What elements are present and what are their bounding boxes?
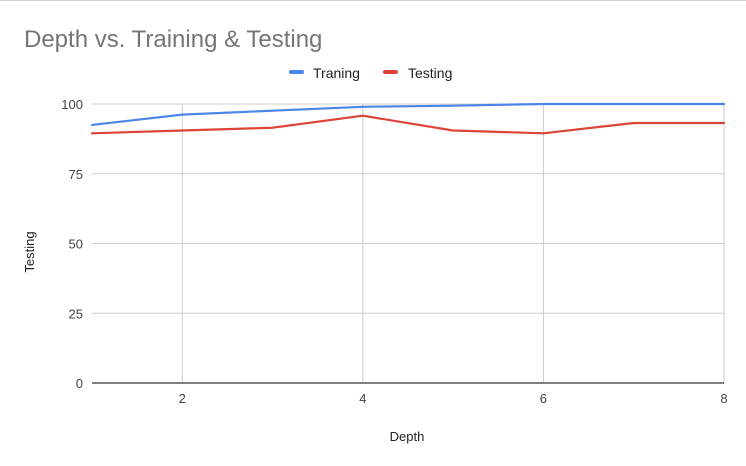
y-tick-label: 50 bbox=[69, 237, 83, 252]
y-tick-label: 25 bbox=[69, 306, 83, 321]
tick-labels: 0 25 50 75 100 2 4 6 8 bbox=[61, 97, 727, 406]
x-tick-label: 4 bbox=[359, 391, 366, 406]
legend-swatch-testing bbox=[383, 70, 398, 74]
x-tick-label: 2 bbox=[179, 391, 186, 406]
y-tick-label: 100 bbox=[61, 97, 83, 112]
legend-label-testing: Testing bbox=[408, 65, 452, 81]
x-tick-label: 8 bbox=[720, 391, 727, 406]
series-points bbox=[91, 103, 725, 134]
legend-label-training: Traning bbox=[313, 65, 360, 81]
y-tick-label: 0 bbox=[76, 376, 83, 391]
series-line-testing bbox=[90, 114, 726, 135]
grid-lines bbox=[92, 103, 725, 383]
y-axis-title: Testing bbox=[22, 231, 37, 272]
y-tick-label: 75 bbox=[69, 167, 83, 182]
chart-title: Depth vs. Training & Testing bbox=[24, 26, 322, 53]
series-line-training bbox=[90, 102, 726, 127]
legend: Traning Testing bbox=[289, 65, 452, 81]
series-lines bbox=[90, 102, 726, 135]
x-tick-label: 6 bbox=[540, 391, 547, 406]
legend-swatch-training bbox=[289, 70, 304, 74]
x-axis-title: Depth bbox=[390, 429, 425, 444]
